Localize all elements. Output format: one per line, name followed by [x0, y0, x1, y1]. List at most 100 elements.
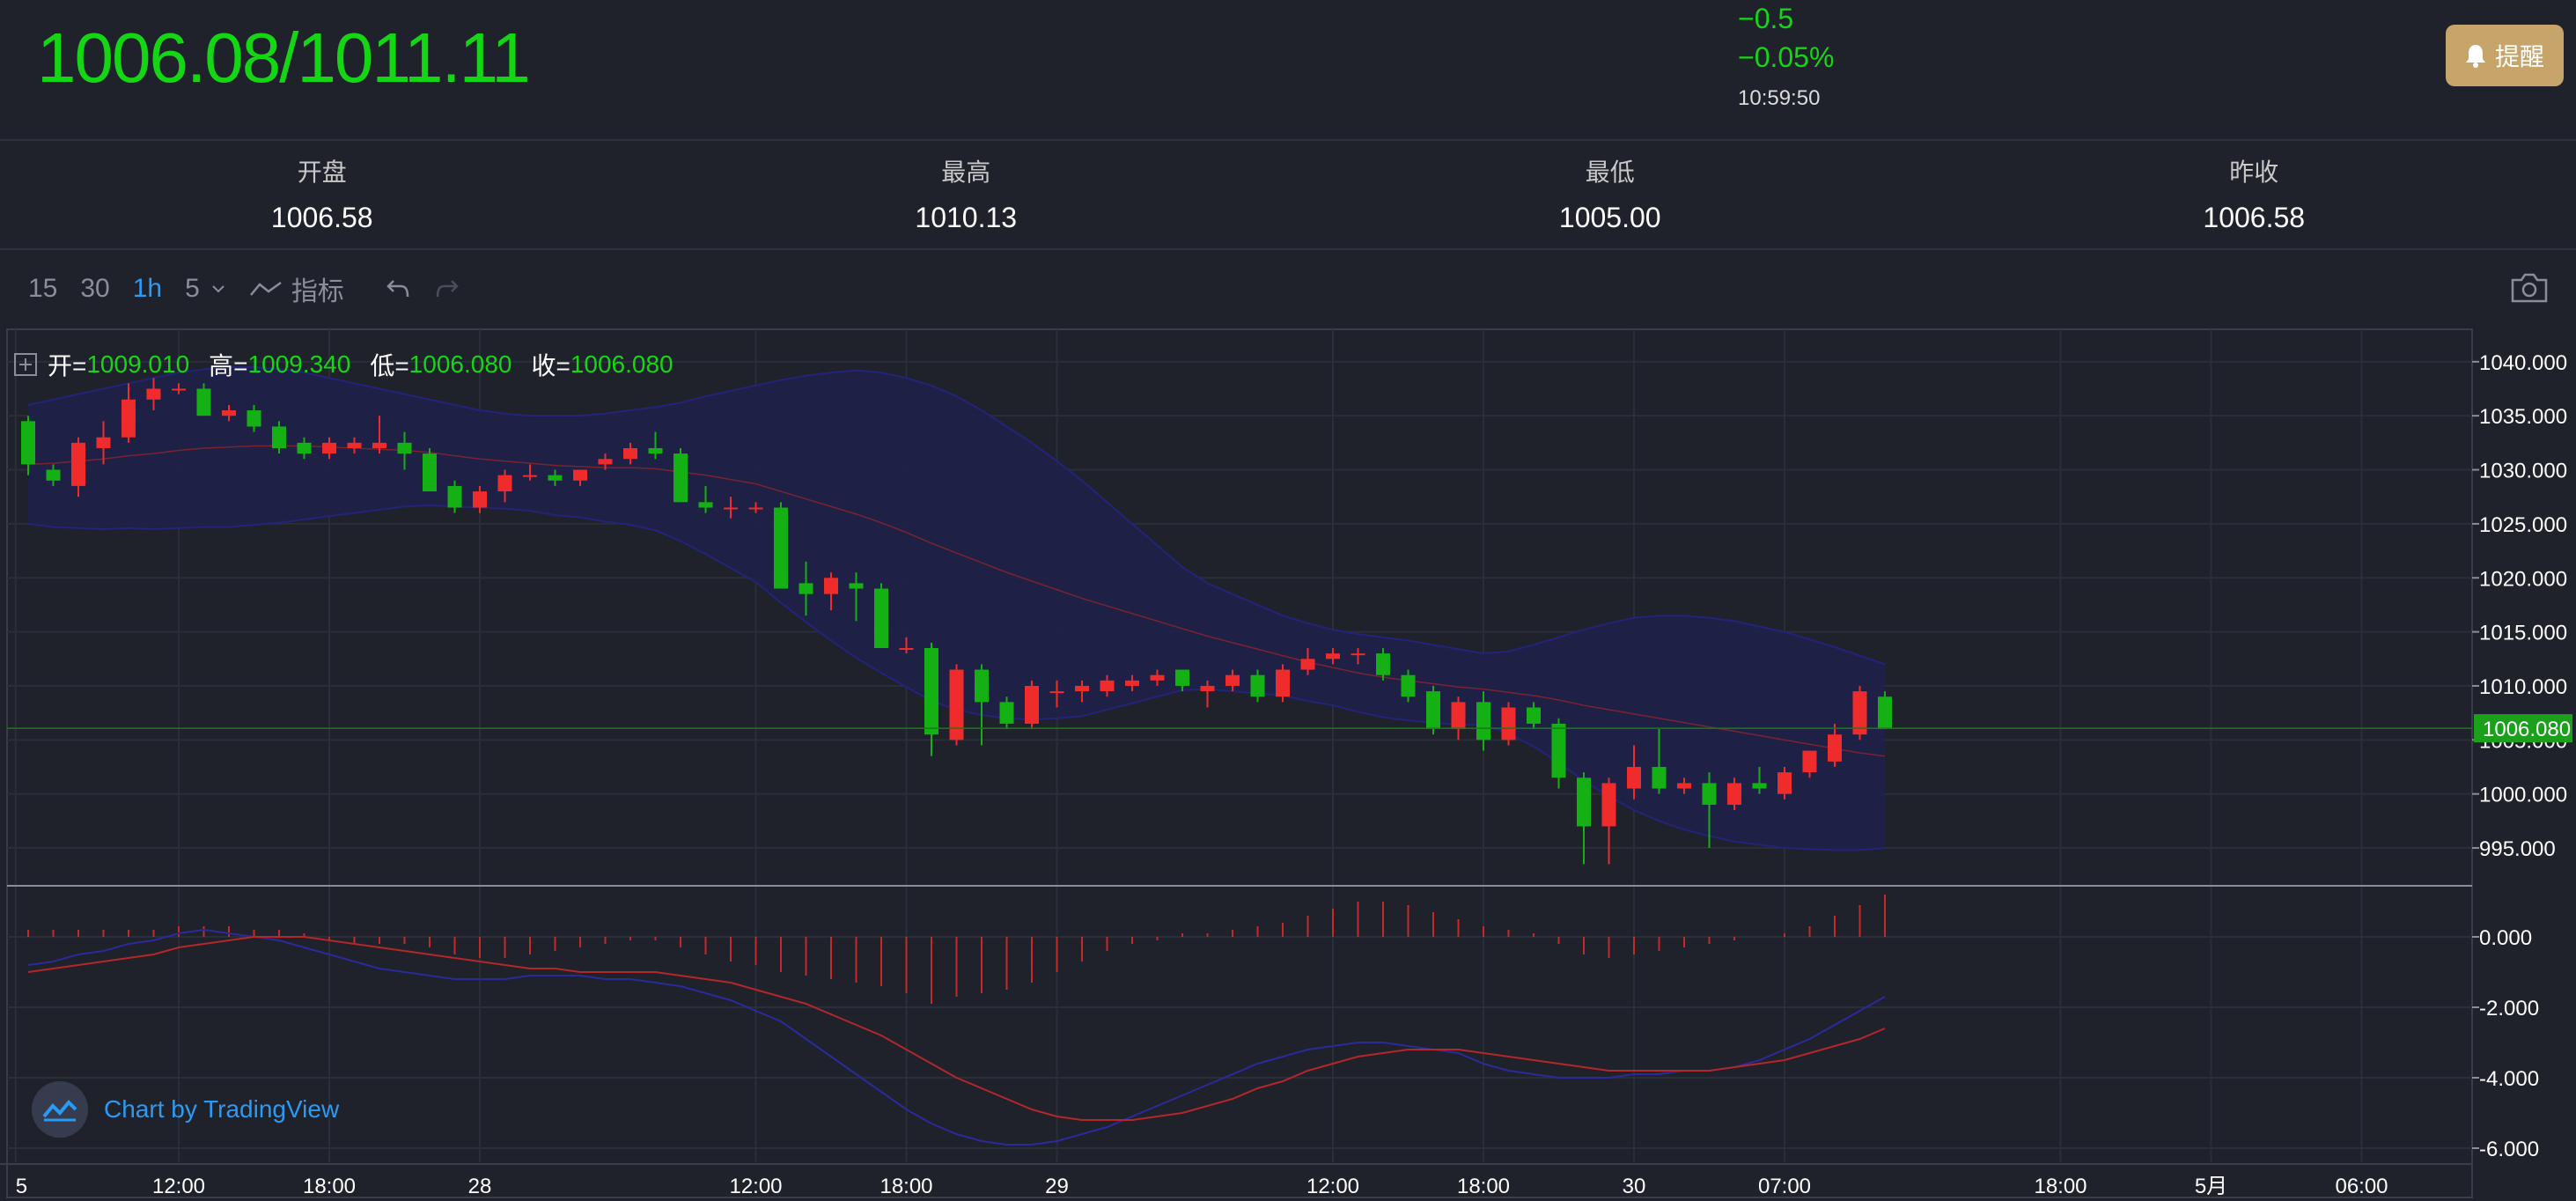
candle-body — [1828, 734, 1842, 762]
candle-body — [1777, 772, 1792, 794]
candle-body — [824, 578, 838, 594]
candle-body — [196, 388, 211, 416]
stat-high: 最高 1010.13 — [644, 143, 1289, 248]
candles — [7, 378, 2472, 865]
candle-body — [799, 583, 813, 594]
candle-body — [924, 648, 938, 735]
price-change-percent: −0.05% — [1738, 41, 1835, 73]
candle-body — [1175, 669, 1189, 686]
candle-body — [1601, 783, 1616, 827]
candle-body — [1049, 691, 1064, 694]
candle-body — [497, 475, 512, 492]
candle-body — [573, 469, 587, 481]
price-tick-label: 995.000 — [2479, 837, 2556, 861]
price-tick-label: 1010.000 — [2479, 675, 2567, 699]
candle-body — [1551, 723, 1566, 778]
chart-area[interactable]: 1040.000 1035.000 1030.000 1025.000 1020.000… — [0, 328, 2576, 1201]
candle-body — [1627, 767, 1641, 789]
bollinger-upper — [27, 365, 1886, 666]
stat-open: 开盘 1006.58 — [0, 143, 644, 248]
candle-body — [698, 502, 713, 508]
stat-label: 最低 — [1585, 158, 1635, 186]
indicators-button[interactable]: 指标 — [249, 269, 344, 308]
candle-body — [46, 469, 61, 481]
candle-body — [1276, 669, 1290, 697]
price-tick-label: 1000.000 — [2479, 784, 2567, 807]
candle-body — [272, 426, 286, 448]
candle-body — [774, 507, 788, 589]
alert-button[interactable]: 提醒 — [2446, 25, 2564, 86]
expand-icon[interactable] — [14, 353, 37, 376]
bollinger-middle — [27, 445, 1886, 757]
redo-button[interactable] — [434, 277, 460, 300]
time-tick-label: 12:00 — [152, 1175, 205, 1198]
stat-value: 1010.13 — [915, 202, 1018, 233]
undo-button[interactable] — [385, 277, 411, 300]
candle-body — [1426, 691, 1440, 730]
candle-body — [1652, 767, 1667, 789]
candle-body — [1852, 691, 1867, 735]
macd-signal-line — [27, 936, 1886, 1121]
candle-body — [1501, 707, 1516, 740]
legend-high-value: 1009.340 — [247, 350, 351, 378]
candle-body — [1476, 702, 1490, 740]
camera-icon[interactable] — [2509, 271, 2550, 305]
candle-body — [724, 507, 738, 510]
candle-body — [397, 442, 412, 454]
candle-body — [1100, 680, 1115, 692]
interval-dropdown[interactable]: 5 — [185, 274, 226, 304]
time-tick-label: 5 — [16, 1175, 27, 1198]
tradingview-link[interactable]: Chart by TradingView — [104, 1095, 340, 1123]
price-tick-label: 1030.000 — [2479, 460, 2567, 483]
interval-15[interactable]: 15 — [28, 274, 58, 303]
candle-body — [1326, 653, 1340, 659]
price-tick-label: 1035.000 — [2479, 405, 2567, 429]
legend-low-value: 1006.080 — [408, 350, 512, 378]
price-axis: 1040.000 1035.000 1030.000 1025.000 1020.000… — [2472, 351, 2572, 1161]
time-tick-label: 06:00 — [2335, 1175, 2388, 1198]
time-axis: 5 12:00 18:00 28 12:00 18:00 29 12:00 18:00 30 07:… — [0, 1163, 2472, 1198]
candle-body — [473, 491, 487, 508]
interval-30[interactable]: 30 — [80, 274, 110, 303]
candle-body — [96, 437, 111, 448]
candle-body — [447, 485, 462, 508]
macd-line — [27, 928, 1886, 1146]
candle-body — [297, 442, 312, 454]
candle-body — [172, 388, 186, 391]
candle-body — [1401, 674, 1416, 697]
candle-body — [1677, 783, 1691, 789]
candle-body — [1125, 680, 1139, 686]
candle-body — [874, 588, 888, 649]
quote-header: 1006.08/1011.11 −0.5 −0.05% 10:59:50 提醒 — [0, 0, 2576, 141]
quote-time: 10:59:50 — [1738, 86, 1821, 110]
time-tick-label: 18:00 — [1457, 1175, 1510, 1198]
stat-value: 1005.00 — [1558, 202, 1661, 233]
candle-body — [1802, 750, 1817, 773]
price-tick-label: 1020.000 — [2479, 567, 2567, 591]
candle-body — [975, 669, 989, 703]
interval-1h[interactable]: 1h — [132, 274, 163, 303]
candle-body — [648, 447, 663, 454]
candle-body — [598, 459, 613, 465]
candle-body — [1702, 783, 1717, 805]
candle-body — [1150, 674, 1165, 681]
stat-value: 1006.58 — [270, 202, 373, 233]
interval-5: 5 — [185, 274, 200, 303]
legend-close-value: 1006.080 — [570, 350, 673, 378]
indicators-label: 指标 — [291, 277, 344, 306]
macd-tick-label: -2.000 — [2479, 997, 2539, 1020]
legend-open-value: 1009.010 — [86, 350, 190, 378]
time-tick-label: 18:00 — [880, 1175, 932, 1198]
tradingview-badge[interactable]: Chart by TradingView — [32, 1081, 339, 1138]
candle-body — [1752, 783, 1767, 789]
candlestick-chart[interactable]: 1040.000 1035.000 1030.000 1025.000 1020.000… — [0, 328, 2576, 1201]
candle-body — [1527, 707, 1541, 724]
stat-label: 开盘 — [297, 158, 347, 186]
price-tick-label: 1040.000 — [2479, 351, 2567, 375]
bollinger-fill — [28, 366, 1885, 851]
candle-body — [548, 475, 563, 481]
bid-ask-price: 1006.08/1011.11 — [37, 18, 531, 97]
bell-icon — [2465, 45, 2485, 68]
stat-low: 最低 1005.00 — [1288, 143, 1932, 248]
macd-pane — [27, 895, 1886, 1146]
